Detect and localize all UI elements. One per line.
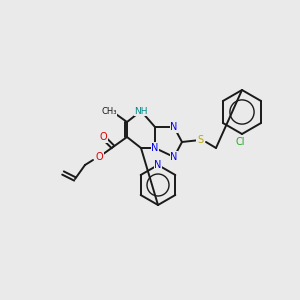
Text: O: O xyxy=(99,132,107,142)
Text: N: N xyxy=(170,152,178,162)
Text: CH₃: CH₃ xyxy=(101,106,117,116)
Text: N: N xyxy=(154,160,162,170)
Text: Cl: Cl xyxy=(235,137,245,147)
Text: N: N xyxy=(170,122,178,132)
Text: S: S xyxy=(197,135,203,145)
Text: O: O xyxy=(95,152,103,162)
Text: N: N xyxy=(151,143,159,153)
Text: NH: NH xyxy=(134,106,148,116)
